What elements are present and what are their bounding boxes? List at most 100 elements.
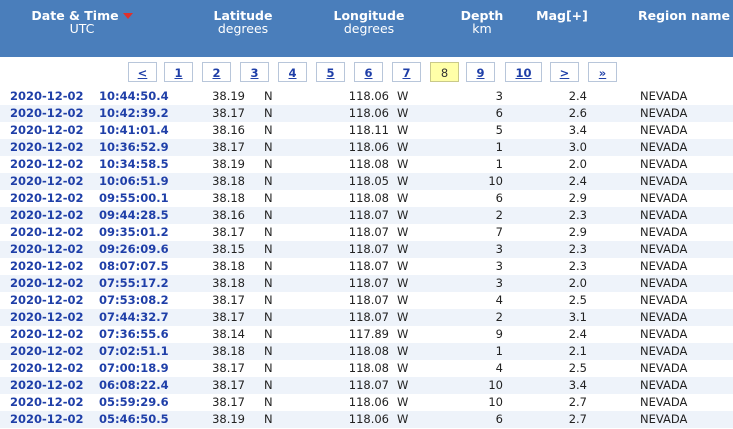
event-date-link[interactable]: 2020-12-02 xyxy=(10,259,84,273)
event-time-link[interactable]: 10:41:01.4 xyxy=(99,123,169,137)
event-time-link[interactable]: 05:46:50.5 xyxy=(99,412,169,426)
sort-descending-icon[interactable] xyxy=(122,12,133,19)
event-date-link[interactable]: 2020-12-02 xyxy=(10,208,84,222)
longitude-direction: W xyxy=(397,378,409,392)
longitude-direction: W xyxy=(397,344,409,358)
latitude-value: 38.17 xyxy=(212,395,245,409)
region-name: NEVADA xyxy=(640,208,688,222)
event-date-link[interactable]: 2020-12-02 xyxy=(10,89,84,103)
page-6-button[interactable]: 6 xyxy=(354,62,383,82)
event-date-link[interactable]: 2020-12-02 xyxy=(10,242,84,256)
event-date-link[interactable]: 2020-12-02 xyxy=(10,378,84,392)
event-time-link[interactable]: 09:35:01.2 xyxy=(99,225,169,239)
region-name: NEVADA xyxy=(640,293,688,307)
event-date-link[interactable]: 2020-12-02 xyxy=(10,412,84,426)
event-time-link[interactable]: 07:44:32.7 xyxy=(99,310,169,324)
latitude-direction: N xyxy=(264,191,273,205)
event-date-link[interactable]: 2020-12-02 xyxy=(10,293,84,307)
magnitude-value: 2.5 xyxy=(568,293,587,307)
depth-value: 3 xyxy=(495,259,503,273)
event-date-link[interactable]: 2020-12-02 xyxy=(10,395,84,409)
event-time-link[interactable]: 09:26:09.6 xyxy=(99,242,169,256)
latitude-direction: N xyxy=(264,123,273,137)
table-row: 2020-12-02 05:59:29.6 38.17 N 118.06 W 10 2.7 NE… xyxy=(0,394,733,411)
event-date-link[interactable]: 2020-12-02 xyxy=(10,327,84,341)
longitude-direction: W xyxy=(397,123,409,137)
event-time-link[interactable]: 07:36:55.6 xyxy=(99,327,169,341)
depth-value: 6 xyxy=(495,191,503,205)
date-time-column-header[interactable]: Date & Time UTC xyxy=(22,9,142,35)
latitude-value: 38.18 xyxy=(212,191,245,205)
event-time-link[interactable]: 10:44:50.4 xyxy=(99,89,169,103)
event-time-link[interactable]: 09:44:28.5 xyxy=(99,208,169,222)
magnitude-value: 2.0 xyxy=(568,157,587,171)
event-date-link[interactable]: 2020-12-02 xyxy=(10,225,84,239)
event-time-link[interactable]: 07:02:51.1 xyxy=(99,344,169,358)
event-date-link[interactable]: 2020-12-02 xyxy=(10,157,84,171)
table-row: 2020-12-02 09:35:01.2 38.17 N 118.07 W 7 2.9 NEV… xyxy=(0,224,733,241)
table-row: 2020-12-02 10:42:39.2 38.17 N 118.06 W 6 2.6 NEV… xyxy=(0,105,733,122)
longitude-unit-label: degrees xyxy=(343,21,395,36)
magnitude-column-header[interactable]: Mag[+] xyxy=(527,9,597,22)
event-date-link[interactable]: 2020-12-02 xyxy=(10,361,84,375)
longitude-direction: W xyxy=(397,106,409,120)
page-1-button[interactable]: 1 xyxy=(164,62,193,82)
page-10-button[interactable]: 10 xyxy=(505,62,542,82)
event-time-link[interactable]: 05:59:29.6 xyxy=(99,395,169,409)
event-time-link[interactable]: 10:34:58.5 xyxy=(99,157,169,171)
event-time-link[interactable]: 08:07:07.5 xyxy=(99,259,169,273)
event-date-link[interactable]: 2020-12-02 xyxy=(10,191,84,205)
page-5-button[interactable]: 5 xyxy=(316,62,345,82)
event-date-link[interactable]: 2020-12-02 xyxy=(10,174,84,188)
longitude-value: 118.11 xyxy=(348,123,389,137)
region-name: NEVADA xyxy=(640,225,688,239)
event-time-link[interactable]: 10:06:51.9 xyxy=(99,174,169,188)
depth-unit-label: km xyxy=(472,21,492,36)
date-time-header-label[interactable]: Date & Time xyxy=(31,8,119,23)
longitude-direction: W xyxy=(397,395,409,409)
event-time-link[interactable]: 07:00:18.9 xyxy=(99,361,169,375)
event-date-link[interactable]: 2020-12-02 xyxy=(10,310,84,324)
event-time-link[interactable]: 10:42:39.2 xyxy=(99,106,169,120)
last-page-button[interactable]: » xyxy=(588,62,617,82)
magnitude-value: 3.4 xyxy=(568,378,587,392)
region-name: NEVADA xyxy=(640,174,688,188)
longitude-value: 118.07 xyxy=(348,208,389,222)
region-name: NEVADA xyxy=(640,123,688,137)
latitude-direction: N xyxy=(264,344,273,358)
event-date-link[interactable]: 2020-12-02 xyxy=(10,140,84,154)
region-header-label: Region name xyxy=(638,8,731,23)
event-time-link[interactable]: 09:55:00.1 xyxy=(99,191,169,205)
latitude-value: 38.17 xyxy=(212,310,245,324)
event-time-link[interactable]: 07:53:08.2 xyxy=(99,293,169,307)
event-date-link[interactable]: 2020-12-02 xyxy=(10,123,84,137)
latitude-value: 38.18 xyxy=(212,259,245,273)
page-9-button[interactable]: 9 xyxy=(466,62,495,82)
event-time-link[interactable]: 07:55:17.2 xyxy=(99,276,169,290)
longitude-direction: W xyxy=(397,157,409,171)
table-row: 2020-12-02 09:26:09.6 38.15 N 118.07 W 3 2.3 NEV… xyxy=(0,241,733,258)
latitude-value: 38.14 xyxy=(212,327,245,341)
page-2-button[interactable]: 2 xyxy=(202,62,231,82)
event-date-link[interactable]: 2020-12-02 xyxy=(10,106,84,120)
latitude-direction: N xyxy=(264,412,273,426)
event-time-link[interactable]: 06:08:22.4 xyxy=(99,378,169,392)
event-time-link[interactable]: 10:36:52.9 xyxy=(99,140,169,154)
event-date-link[interactable]: 2020-12-02 xyxy=(10,344,84,358)
page-4-button[interactable]: 4 xyxy=(278,62,307,82)
latitude-direction: N xyxy=(264,208,273,222)
latitude-header-label: Latitude xyxy=(213,8,273,23)
depth-value: 5 xyxy=(495,123,503,137)
region-name: NEVADA xyxy=(640,106,688,120)
magnitude-value: 2.5 xyxy=(568,361,587,375)
table-row: 2020-12-02 10:41:01.4 38.16 N 118.11 W 5 3.4 NEV… xyxy=(0,122,733,139)
event-date-link[interactable]: 2020-12-02 xyxy=(10,276,84,290)
page-3-button[interactable]: 3 xyxy=(240,62,269,82)
prev-page-button[interactable]: < xyxy=(128,62,157,82)
magnitude-header-label[interactable]: Mag[+] xyxy=(536,8,588,23)
latitude-direction: N xyxy=(264,310,273,324)
region-name: NEVADA xyxy=(640,242,688,256)
page-7-button[interactable]: 7 xyxy=(392,62,421,82)
magnitude-value: 2.0 xyxy=(568,276,587,290)
next-page-button[interactable]: > xyxy=(550,62,579,82)
